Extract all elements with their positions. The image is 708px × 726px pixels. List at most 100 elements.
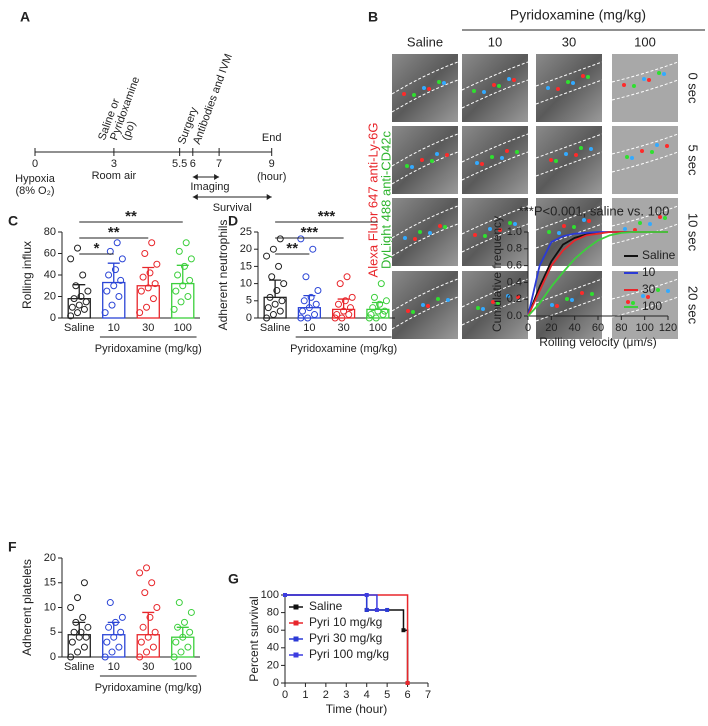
data-point [139,623,147,631]
y-tick-label: 0 [246,312,252,324]
data-point [80,579,88,587]
cell [475,161,479,165]
data-point [307,293,315,301]
sig-label: ** [108,224,120,241]
panel-label: F [8,539,17,555]
timeline-note: End [262,132,282,144]
cell [438,224,442,228]
data-point [187,255,195,263]
data-point [276,307,284,315]
data-point [74,594,82,602]
data-point [80,305,88,313]
data-point [80,643,88,651]
data-point [143,303,151,311]
cell [586,75,590,79]
data-point [82,633,90,641]
step-point [385,607,390,612]
y-tick-label: 0.0 [507,310,522,322]
cell [655,143,659,147]
cell [508,221,512,225]
data-point [381,307,389,315]
cell [547,230,551,234]
cell [632,84,636,88]
data-point [177,298,185,306]
cell [666,289,670,293]
cell [435,152,439,156]
legend-marker [293,652,299,658]
cell [421,303,425,307]
data-point [101,309,109,317]
data-point [67,312,75,320]
micrograph [611,54,679,122]
y-tick-label: 0.2 [507,293,522,305]
cell [556,87,560,91]
timeline-tick-label: 5.5 [172,158,187,170]
cell [555,304,559,308]
vessel-wall [461,296,529,326]
data-point [117,276,125,284]
cell [572,225,576,229]
x-tick-label: 10 [303,322,315,334]
data-point [70,628,78,636]
y-axis-label: Rolling influx [20,241,34,309]
error-bar [176,264,189,284]
data-point [84,623,92,631]
x-axis-label: Pyridoxamine (mg/kg) [95,343,202,355]
data-point [67,604,75,611]
cell [647,78,651,82]
row-label: 0 sec [686,72,701,104]
data-point [106,247,114,255]
data-point [149,643,157,651]
data-point [75,301,83,309]
data-point [369,304,377,312]
panel-label: B [368,9,378,25]
timeline-tick-label: 7 [216,158,222,170]
timeline-note: Hypoxia [15,173,56,185]
vessel-wall [391,296,459,330]
data-point [146,269,154,277]
panel-label: C [8,213,18,229]
cell [436,297,440,301]
y-axis-label: Adherent neutrophils [216,220,230,331]
y-tick-label: 60 [44,247,56,259]
sig-label: *** [301,224,319,241]
data-point [376,300,384,308]
vessel-wall [535,151,603,177]
image [536,54,602,122]
cell [642,77,646,81]
cell [476,306,480,310]
image [462,198,528,266]
micrograph [611,126,679,194]
cell [665,144,669,148]
x-tick-label: 7 [425,689,431,701]
cell [405,164,409,168]
data-point [146,613,154,621]
image [536,271,602,339]
data-point [149,295,157,303]
data-point [148,579,156,587]
cell [437,80,441,84]
image [612,271,678,339]
vessel-wall [611,61,679,83]
vessel-wall [391,223,459,257]
data-point [153,260,161,268]
data-point [309,245,317,253]
data-point [172,638,180,646]
data-point [108,648,116,656]
timeline-tick-label: 0 [32,158,38,170]
cell [426,304,430,308]
cell [418,230,422,234]
cell [625,155,629,159]
cell [512,78,516,82]
cell [554,159,558,163]
data-point [302,273,310,281]
cell [631,301,635,305]
vessel-wall [391,79,459,113]
data-point [348,293,356,301]
cell [557,231,561,235]
legend-label: Saline [309,599,343,613]
data-point [365,314,373,322]
image [536,126,602,194]
cell [472,89,476,93]
x-tick-label: 6 [405,689,411,701]
